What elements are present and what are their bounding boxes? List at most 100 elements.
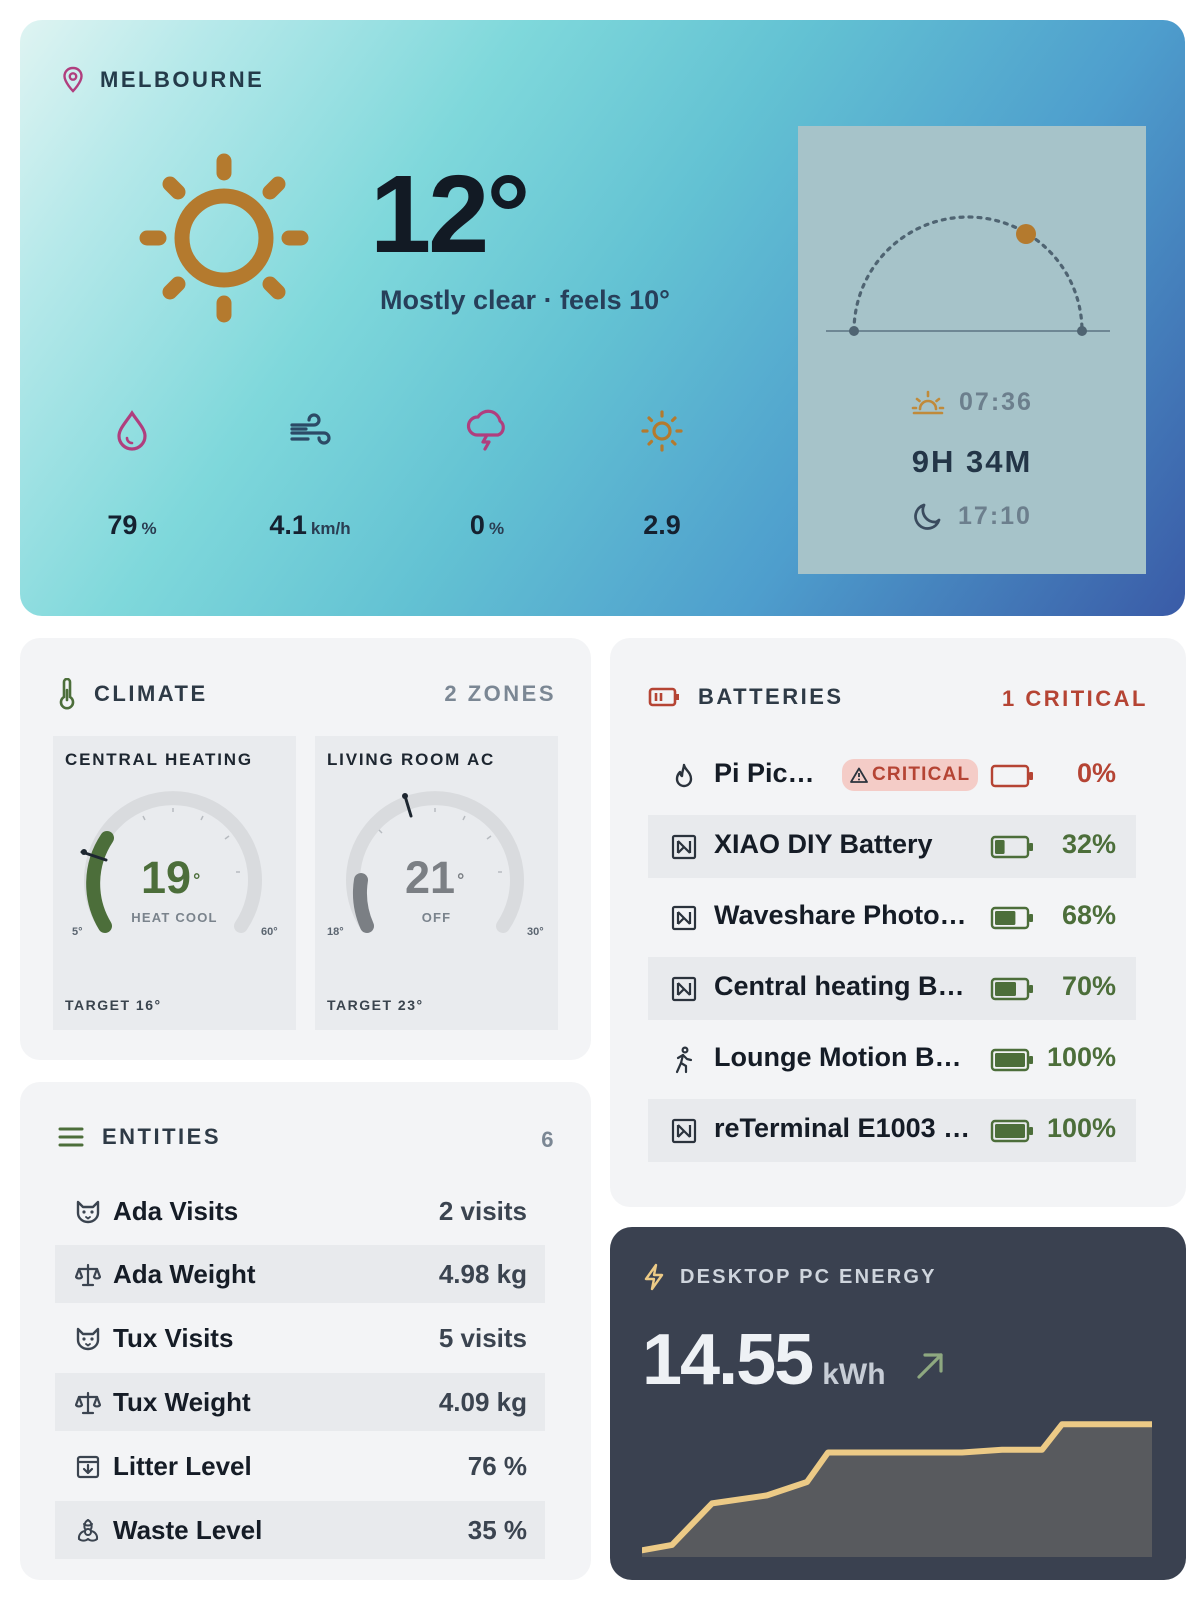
day-length: 9H 34M <box>911 444 1033 479</box>
scale-icon <box>75 1263 101 1287</box>
battery-low-icon <box>648 687 679 707</box>
zone-current-value: 19 <box>141 852 192 903</box>
sun-arc-chart <box>826 215 1110 336</box>
degree-symbol: ° <box>457 870 465 890</box>
battery-percent: 100% <box>1046 1113 1116 1143</box>
battery-name: XIAO DIY Battery <box>714 829 933 859</box>
trend-up-icon <box>917 1353 943 1379</box>
battery-level-icon <box>990 835 1033 859</box>
chip-icon <box>671 905 697 931</box>
current-temperature: 12° <box>370 153 530 276</box>
moon-icon <box>914 503 941 530</box>
zone-name: LIVING ROOM AC <box>327 750 496 769</box>
energy-card: DESKTOP PC ENERGY 14.55 kWh <box>610 1227 1186 1580</box>
zone-target: TARGET 23° <box>327 997 424 1013</box>
battery-level-icon <box>990 764 1033 788</box>
battery-level-icon <box>990 1119 1033 1143</box>
lightning-icon <box>644 1263 664 1291</box>
biohazard-icon <box>77 1519 99 1542</box>
sun-arc-panel: 07:36 9H 34M 17:10 <box>798 126 1146 574</box>
battery-percent: 32% <box>1061 829 1116 859</box>
entity-value: 5 visits <box>438 1323 527 1353</box>
rain-value: 0 <box>469 510 485 540</box>
climate-zone-central-heating[interactable]: CENTRAL HEATING 19 ° HEAT COOL 5° 60° TAR… <box>53 736 296 1030</box>
entities-panel: ENTITIES 6 Ada Visits 2 visits Ada Weigh… <box>20 1082 591 1580</box>
zone-min: 18° <box>327 926 344 938</box>
motion-icon <box>675 1046 693 1074</box>
climate-zone-living-room-ac[interactable]: LIVING ROOM AC 21 ° OFF 18° 30° TARGET 23… <box>315 736 558 1030</box>
entity-row[interactable]: Ada Visits 2 visits <box>55 1182 545 1240</box>
battery-level-icon <box>990 1048 1033 1072</box>
critical-badge-label: CRITICAL <box>872 764 971 785</box>
energy-area-chart <box>642 1421 1152 1557</box>
thermometer-icon <box>59 678 75 710</box>
battery-row[interactable]: Lounge Motion B… 100% <box>648 1028 1136 1091</box>
critical-badge: CRITICAL <box>842 759 979 791</box>
thermostat-gauge[interactable] <box>53 784 296 944</box>
cat-icon <box>76 1327 100 1351</box>
humidity-value: 79 <box>107 510 138 540</box>
entity-name: Tux Visits <box>113 1323 234 1353</box>
battery-row[interactable]: XIAO DIY Battery 32% <box>648 815 1136 878</box>
energy-title: DESKTOP PC ENERGY <box>680 1265 937 1288</box>
sunset-row: 17:10 <box>798 500 1146 532</box>
battery-name: Central heating B… <box>714 971 965 1001</box>
battery-name: reTerminal E1003 … <box>714 1113 971 1143</box>
cat-icon <box>76 1200 100 1224</box>
entity-value: 35 % <box>467 1515 527 1545</box>
rain-icon <box>466 409 505 451</box>
day-length-row: 9H 34M <box>798 444 1146 480</box>
battery-percent: 0% <box>1076 758 1116 788</box>
wind-unit: km/h <box>310 519 351 538</box>
humidity-icon <box>117 410 147 451</box>
battery-name: Lounge Motion B… <box>714 1042 962 1072</box>
battery-row[interactable]: Waveshare Photo… 68% <box>648 886 1136 949</box>
wind-stat: 4.1 km/h <box>235 406 385 541</box>
battery-row[interactable]: Central heating B… 70% <box>648 957 1136 1020</box>
climate-zone-count: 2 ZONES <box>444 681 556 706</box>
uv-stat: 2.9 <box>587 406 737 541</box>
climate-panel: CLIMATE 2 ZONES CENTRAL HEATING 19 ° HEAT… <box>20 638 591 1060</box>
sun-position-dot <box>1016 224 1036 244</box>
fire-icon <box>675 763 693 788</box>
entity-row[interactable]: Tux Weight 4.09 kg <box>55 1373 545 1431</box>
entity-row[interactable]: Tux Visits 5 visits <box>55 1309 545 1367</box>
battery-row[interactable]: reTerminal E1003 … 100% <box>648 1099 1136 1162</box>
location-header: MELBOURNE <box>62 66 264 94</box>
chip-icon <box>671 834 697 860</box>
zone-max: 30° <box>527 926 544 938</box>
sunset-time: 17:10 <box>958 501 1032 530</box>
chip-icon <box>671 976 697 1002</box>
zone-name: CENTRAL HEATING <box>65 750 253 769</box>
entities-count: 6 <box>541 1127 556 1152</box>
batteries-panel: BATTERIES 1 CRITICAL Pi Pic… CRITICAL 0%… <box>610 638 1186 1207</box>
list-icon <box>58 1127 84 1147</box>
sunrise-row: 07:36 <box>798 388 1146 417</box>
entity-row[interactable]: Waste Level 35 % <box>55 1501 545 1559</box>
battery-percent: 70% <box>1061 971 1116 1001</box>
entity-row[interactable]: Litter Level 76 % <box>55 1437 545 1495</box>
batteries-header: BATTERIES <box>648 684 844 710</box>
entities-title: ENTITIES <box>102 1124 222 1149</box>
humidity-stat: 79% <box>57 406 207 541</box>
humidity-unit: % <box>141 519 157 538</box>
battery-name: Waveshare Photo… <box>714 900 967 930</box>
climate-header: CLIMATE <box>58 678 208 710</box>
energy-value: 14.55 <box>642 1320 814 1400</box>
warning-icon <box>850 767 868 783</box>
entity-name: Ada Visits <box>113 1196 239 1226</box>
weather-card: MELBOURNE 12° Mostly clear · feels 10° 7… <box>20 20 1185 616</box>
thermostat-gauge[interactable] <box>315 784 558 944</box>
zone-target: TARGET 16° <box>65 997 162 1013</box>
scale-icon <box>75 1391 101 1415</box>
sunrise-time: 07:36 <box>959 388 1033 416</box>
entity-value: 2 visits <box>438 1196 527 1226</box>
zone-current-temp: 21 ° <box>405 852 464 904</box>
batteries-title: BATTERIES <box>698 684 844 709</box>
entity-row[interactable]: Ada Weight 4.98 kg <box>55 1245 545 1303</box>
climate-title: CLIMATE <box>94 681 208 706</box>
battery-row[interactable]: Pi Pic… CRITICAL 0% <box>648 744 1136 807</box>
energy-line <box>642 1421 1152 1554</box>
weather-condition: Mostly clear · feels 10° <box>380 285 670 315</box>
entities-header: ENTITIES <box>58 1124 221 1150</box>
